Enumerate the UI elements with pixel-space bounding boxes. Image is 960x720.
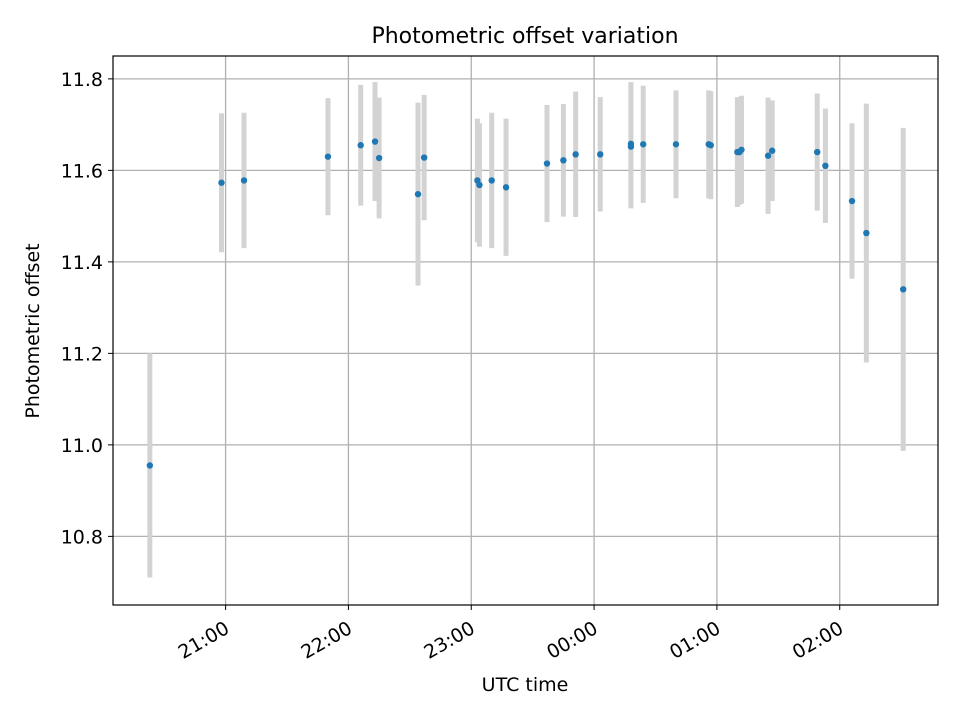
data-point bbox=[899, 286, 907, 293]
data-point bbox=[672, 141, 680, 148]
data-point bbox=[488, 177, 495, 184]
data-points bbox=[146, 138, 907, 469]
data-point bbox=[324, 153, 332, 160]
data-point bbox=[240, 177, 248, 184]
y-tick-label: 11.2 bbox=[61, 343, 103, 365]
data-point bbox=[768, 147, 776, 154]
data-point bbox=[560, 157, 567, 164]
data-point bbox=[707, 142, 714, 149]
data-point bbox=[543, 160, 551, 167]
x-axis-label: UTC time bbox=[482, 674, 569, 696]
data-point bbox=[414, 190, 422, 198]
data-point bbox=[863, 229, 870, 237]
data-point bbox=[572, 151, 579, 158]
y-tick-label: 11.4 bbox=[61, 252, 103, 274]
data-point bbox=[627, 140, 635, 148]
data-point bbox=[848, 197, 856, 205]
data-point bbox=[375, 154, 383, 162]
data-point bbox=[420, 154, 428, 161]
data-point bbox=[640, 141, 647, 148]
y-tick-label: 11.0 bbox=[61, 435, 103, 457]
y-tick-label: 11.8 bbox=[61, 69, 103, 91]
data-point bbox=[597, 151, 604, 158]
data-point bbox=[371, 138, 379, 145]
chart-title: Photometric offset variation bbox=[371, 24, 678, 49]
data-point bbox=[822, 162, 829, 169]
data-point bbox=[502, 184, 510, 191]
plot-frame bbox=[112, 55, 939, 606]
grid bbox=[113, 56, 938, 605]
y-axis-ticks: 10.8 11.0 11.2 11.4 11.6 11.8 bbox=[61, 69, 113, 548]
data-point bbox=[357, 142, 364, 149]
data-point bbox=[476, 181, 483, 189]
data-point bbox=[218, 179, 225, 186]
y-tick-label: 10.8 bbox=[61, 526, 103, 548]
data-point bbox=[814, 148, 821, 156]
data-point bbox=[738, 146, 745, 153]
y-tick-label: 11.6 bbox=[61, 160, 103, 182]
data-point bbox=[764, 152, 772, 159]
data-point bbox=[146, 462, 154, 469]
y-axis-label: Photometric offset bbox=[22, 243, 44, 418]
